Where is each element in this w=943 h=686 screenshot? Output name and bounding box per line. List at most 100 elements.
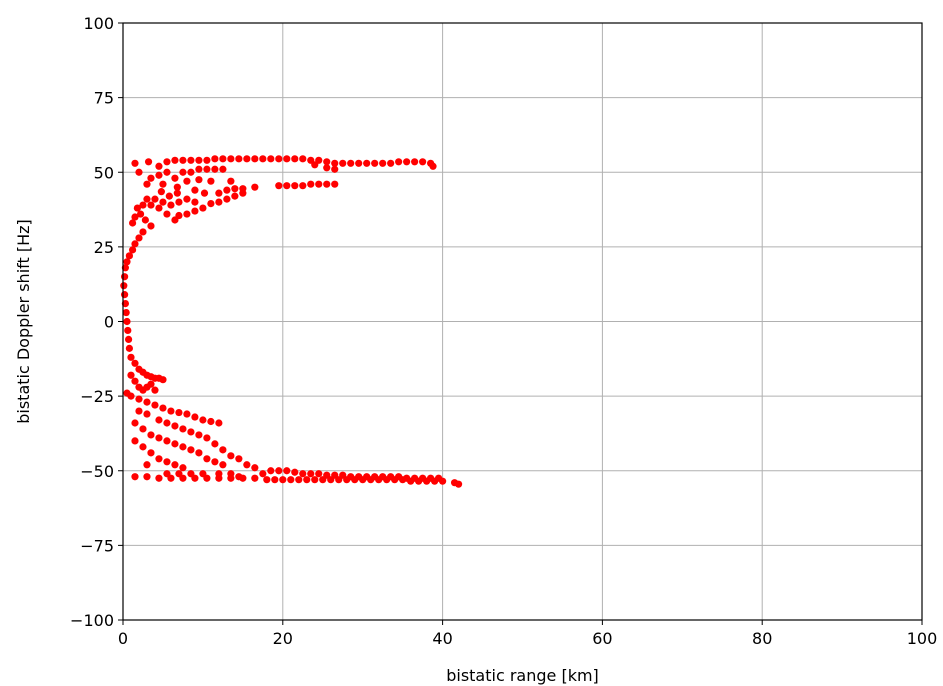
data-point: [399, 476, 407, 484]
data-point: [407, 477, 415, 485]
data-point: [141, 216, 149, 224]
data-point: [199, 204, 207, 212]
data-point: [243, 155, 251, 163]
y-tick-label: 50: [94, 163, 114, 182]
data-point: [143, 473, 151, 481]
data-point: [191, 207, 199, 215]
x-tick-label: 100: [907, 629, 938, 648]
data-point: [157, 188, 165, 196]
data-point: [299, 470, 307, 478]
data-point: [171, 461, 179, 469]
data-point: [163, 210, 171, 218]
data-point: [133, 204, 141, 212]
data-point: [163, 168, 171, 176]
data-point: [159, 198, 167, 206]
data-point: [131, 437, 139, 445]
data-point: [429, 162, 437, 170]
data-point: [131, 419, 139, 427]
data-point: [124, 335, 133, 344]
data-point: [215, 419, 223, 427]
data-point: [283, 182, 291, 190]
data-point: [223, 186, 231, 194]
data-point: [187, 168, 195, 176]
data-point: [271, 476, 279, 484]
data-point: [387, 159, 395, 167]
data-point: [167, 474, 175, 482]
data-point: [335, 476, 343, 484]
data-point: [259, 470, 267, 478]
data-point: [315, 180, 323, 188]
data-point: [200, 189, 209, 197]
data-point: [391, 476, 399, 484]
data-point: [239, 189, 247, 197]
data-point: [403, 158, 411, 166]
data-point: [351, 476, 359, 484]
data-point: [419, 158, 427, 166]
data-point: [195, 165, 203, 173]
data-point: [120, 291, 129, 299]
data-point: [128, 246, 137, 254]
data-point: [219, 155, 227, 163]
data-point: [227, 474, 235, 482]
data-point: [323, 164, 331, 172]
data-point: [147, 201, 155, 209]
data-point: [183, 410, 191, 418]
data-point: [139, 443, 147, 451]
data-point: [311, 476, 319, 484]
data-point: [147, 380, 155, 388]
y-axis-label: bistatic Doppler shift [Hz]: [14, 219, 33, 424]
data-points: [120, 155, 463, 488]
x-tick-label: 60: [592, 629, 612, 648]
data-point: [183, 195, 191, 203]
data-point: [131, 240, 139, 248]
data-point: [127, 371, 135, 379]
data-point: [143, 195, 151, 203]
x-tick-label: 40: [432, 629, 452, 648]
data-point: [331, 165, 339, 173]
data-point: [131, 377, 139, 385]
data-point: [371, 159, 379, 167]
data-point: [171, 216, 179, 224]
data-point: [191, 413, 199, 421]
data-point: [131, 473, 139, 481]
data-point: [165, 192, 173, 200]
data-point: [423, 477, 431, 485]
data-point: [323, 180, 331, 188]
data-point: [159, 180, 167, 188]
data-point: [299, 182, 307, 190]
data-point: [307, 180, 315, 188]
data-point: [183, 210, 191, 218]
data-point: [215, 189, 223, 197]
data-point: [231, 192, 239, 200]
data-point: [125, 252, 133, 260]
data-point: [227, 452, 235, 460]
data-point: [287, 476, 295, 484]
data-point: [147, 449, 155, 457]
data-point: [179, 156, 187, 164]
data-point: [151, 401, 159, 409]
data-point: [179, 464, 187, 472]
data-point: [195, 156, 203, 164]
data-point: [267, 155, 275, 163]
x-tick-label: 80: [752, 629, 772, 648]
x-axis-label: bistatic range [km]: [446, 666, 599, 685]
data-point: [303, 476, 311, 484]
data-point: [187, 156, 195, 164]
data-point: [283, 155, 291, 163]
data-point: [211, 458, 219, 466]
data-point: [183, 177, 191, 185]
data-point: [151, 195, 159, 203]
data-point: [151, 386, 159, 394]
data-point: [207, 199, 215, 208]
data-point: [207, 177, 215, 185]
data-point: [331, 159, 339, 167]
data-point: [275, 467, 283, 475]
data-point: [195, 431, 203, 439]
data-point: [191, 474, 199, 482]
data-point: [175, 408, 183, 417]
data-point: [163, 458, 171, 466]
data-point: [343, 476, 351, 484]
data-point: [203, 434, 211, 442]
data-point: [215, 198, 223, 206]
